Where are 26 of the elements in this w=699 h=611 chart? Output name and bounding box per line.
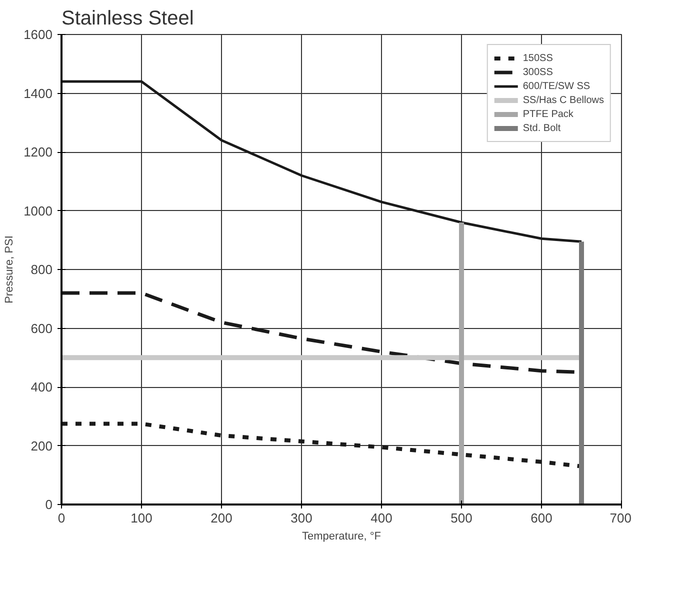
- chart-title: Stainless Steel: [62, 8, 194, 30]
- legend-label: 300SS: [522, 66, 553, 78]
- legend-label: 600/TE/SW SS: [522, 80, 590, 92]
- x-tick-label: 300: [290, 510, 312, 526]
- x-tick-label: 100: [130, 510, 152, 526]
- x-axis-title: Temperature, °F: [302, 530, 382, 542]
- x-tick-label: 500: [450, 510, 472, 526]
- x-tick-label: 0: [58, 510, 66, 526]
- y-tick-label: 1200: [24, 144, 52, 160]
- y-tick-label: 800: [30, 262, 53, 277]
- legend-label: 150SS: [522, 52, 553, 64]
- y-axis-title: Pressure, PSI: [4, 236, 16, 304]
- x-tick-label: 400: [370, 510, 392, 526]
- x-tick-label: 700: [610, 510, 632, 526]
- y-tick-label: 1400: [24, 86, 52, 101]
- y-tick-label: 1600: [24, 27, 52, 42]
- y-tick-label: 1000: [24, 203, 52, 218]
- legend-label: SS/Has C Bellows: [522, 94, 604, 106]
- x-tick-label: 600: [530, 510, 552, 526]
- x-tick-label: 200: [210, 510, 232, 526]
- y-tick-label: 0: [45, 497, 53, 512]
- legend-label: Std. Bolt: [522, 122, 561, 134]
- legend-label: PTFE Pack: [522, 108, 574, 120]
- y-tick-label: 600: [30, 320, 53, 336]
- y-tick-label: 200: [30, 438, 53, 454]
- y-tick-label: 400: [30, 380, 53, 394]
